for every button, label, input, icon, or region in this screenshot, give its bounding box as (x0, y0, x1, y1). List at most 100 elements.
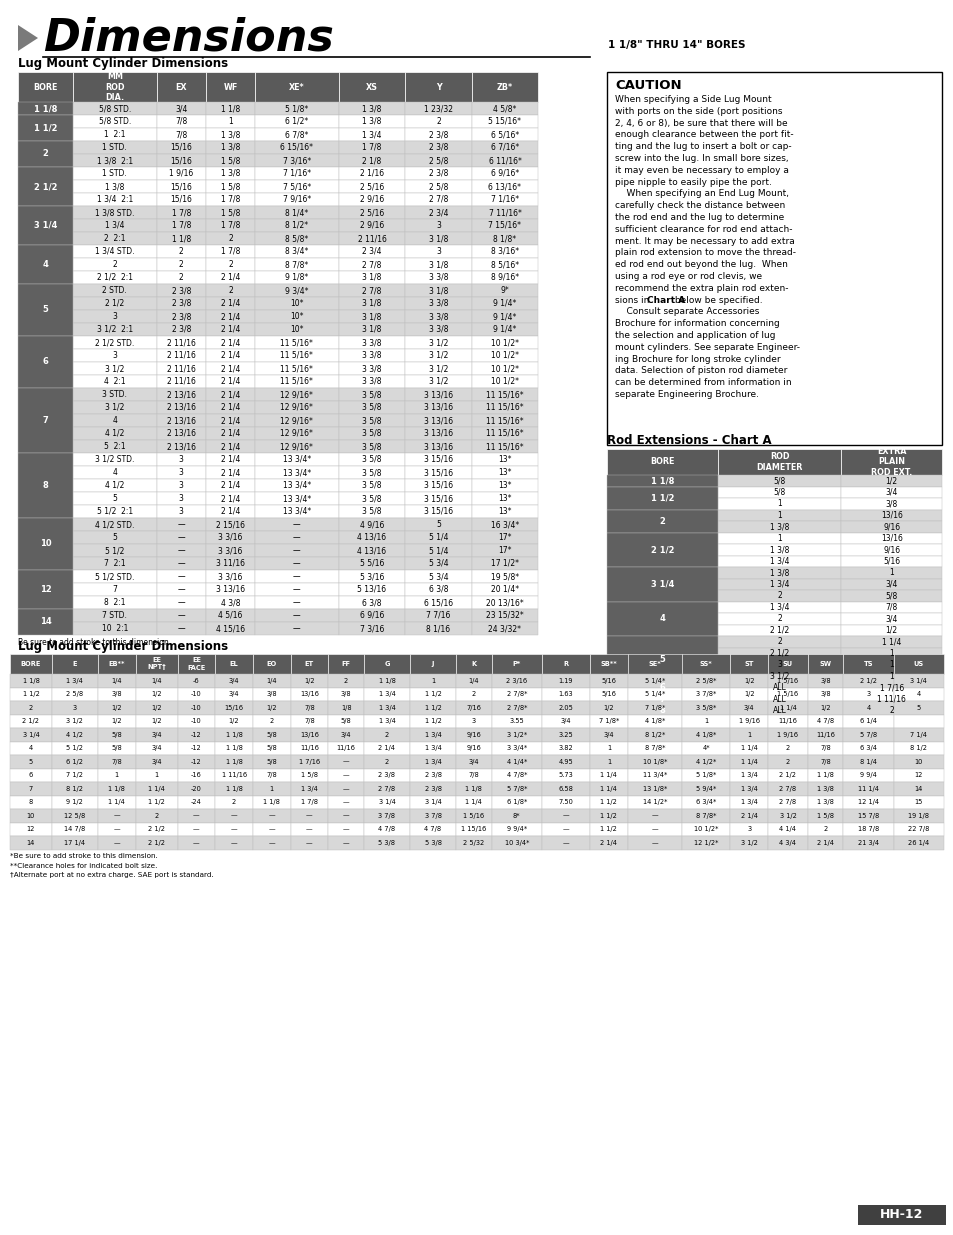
Bar (767, 795, 807, 809)
Text: 3: 3 (746, 826, 751, 832)
Bar (767, 688, 807, 701)
Text: 2 5/8*: 2 5/8* (696, 678, 716, 684)
Text: —: — (193, 840, 199, 846)
Text: —: — (193, 826, 199, 832)
Text: XS: XS (366, 83, 377, 91)
Bar (206, 453, 254, 466)
Text: 3/8: 3/8 (112, 692, 122, 698)
Bar (328, 655, 363, 674)
Bar (491, 701, 541, 715)
Bar (206, 128, 254, 141)
Text: 13*: 13* (497, 468, 511, 477)
Text: using a rod eye or rod clevis, we: using a rod eye or rod clevis, we (615, 272, 761, 282)
Text: 5 3/8: 5 3/8 (424, 840, 441, 846)
Bar (72, 609, 156, 622)
Bar (363, 655, 410, 674)
Text: 4 9/16: 4 9/16 (359, 520, 384, 529)
Bar (456, 741, 491, 755)
Text: 1  2:1: 1 2:1 (104, 130, 126, 140)
Text: —: — (268, 826, 274, 832)
Text: 1 1/2: 1 1/2 (424, 705, 441, 711)
Bar (254, 622, 338, 635)
Text: 2: 2 (384, 732, 389, 737)
Text: Rod Extensions - Chart A: Rod Extensions - Chart A (606, 433, 771, 447)
Bar (10, 782, 51, 795)
Text: EO: EO (267, 661, 276, 667)
Bar (291, 741, 328, 755)
Text: 3 5/8*: 3 5/8* (696, 705, 716, 711)
Bar (51, 836, 98, 850)
Text: plain rod extension to move the thread-: plain rod extension to move the thread- (615, 248, 795, 257)
Bar (767, 809, 807, 823)
Bar (541, 836, 590, 850)
Text: —: — (562, 826, 569, 832)
Text: 7 15/16*: 7 15/16* (488, 221, 521, 230)
Text: 6 13/16*: 6 13/16* (488, 182, 521, 191)
Text: 8 1/2*: 8 1/2* (285, 221, 308, 230)
Bar (471, 115, 537, 128)
Bar (410, 655, 456, 674)
Text: 1 1/8: 1 1/8 (226, 745, 242, 751)
Bar (338, 609, 405, 622)
Bar (893, 782, 943, 795)
Text: 10 1/2*: 10 1/2* (491, 364, 518, 373)
Text: 5: 5 (112, 494, 117, 503)
Text: 2: 2 (270, 719, 274, 724)
Bar (72, 622, 156, 635)
Text: 5  2:1: 5 2:1 (104, 442, 126, 451)
Bar (72, 388, 156, 401)
Bar (291, 768, 328, 782)
Text: 3: 3 (112, 312, 117, 321)
Bar (405, 245, 471, 258)
Bar (842, 655, 893, 674)
Bar (254, 557, 338, 571)
Bar (807, 727, 842, 741)
Bar (156, 427, 206, 440)
Text: 2 5/16: 2 5/16 (359, 207, 384, 217)
Bar (410, 836, 456, 850)
Text: 12 9/16*: 12 9/16* (280, 442, 313, 451)
Text: SS*: SS* (700, 661, 712, 667)
Bar (681, 741, 730, 755)
Bar (72, 128, 156, 141)
Text: 2: 2 (154, 813, 158, 819)
Text: ROD
DIAMETER: ROD DIAMETER (756, 452, 801, 472)
Bar (253, 755, 291, 768)
Text: 3: 3 (178, 494, 184, 503)
Bar (338, 388, 405, 401)
Text: separate Engineering Brochure.: separate Engineering Brochure. (615, 390, 759, 399)
Text: 7: 7 (659, 695, 664, 704)
Bar (177, 823, 215, 836)
Bar (72, 154, 156, 167)
Text: 5 1/2: 5 1/2 (67, 745, 83, 751)
Text: —: — (177, 624, 185, 634)
Bar (767, 755, 807, 768)
Text: 3 5/8: 3 5/8 (362, 403, 381, 412)
Bar (717, 590, 841, 601)
Text: -6: -6 (193, 678, 199, 684)
Text: 19 1/8: 19 1/8 (907, 813, 928, 819)
Bar (717, 647, 841, 659)
Bar (254, 296, 338, 310)
Bar (717, 671, 841, 682)
Text: -10: -10 (191, 719, 201, 724)
Text: 1/2: 1/2 (743, 692, 754, 698)
Bar (156, 350, 206, 362)
Text: 1/2: 1/2 (112, 719, 122, 724)
Bar (471, 219, 537, 232)
Bar (254, 517, 338, 531)
Bar (456, 674, 491, 688)
Text: 12 9/16*: 12 9/16* (280, 403, 313, 412)
Bar (627, 688, 681, 701)
Text: 11/16: 11/16 (816, 732, 834, 737)
Bar (471, 466, 537, 479)
Bar (471, 492, 537, 505)
Text: 3 1/2: 3 1/2 (428, 338, 448, 347)
Text: 1 1/8: 1 1/8 (650, 477, 673, 485)
Text: 3 1/8: 3 1/8 (428, 261, 448, 269)
Text: 3 5/8: 3 5/8 (362, 480, 381, 490)
Bar (254, 571, 338, 583)
Bar (98, 688, 135, 701)
Text: 10*: 10* (290, 312, 303, 321)
Text: 1 3/4: 1 3/4 (378, 692, 395, 698)
